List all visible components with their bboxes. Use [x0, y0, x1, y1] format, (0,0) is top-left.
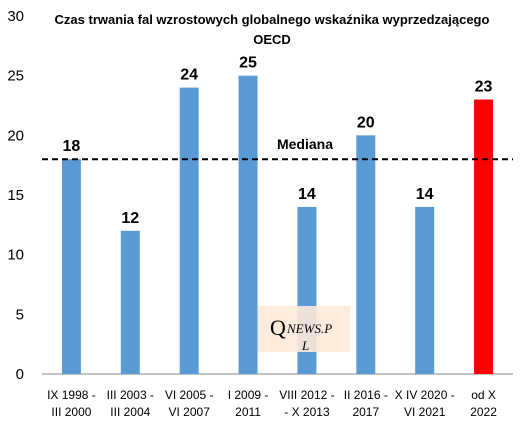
watermark-logo: Q NEWS.P L: [258, 306, 350, 353]
data-label: 23: [475, 79, 493, 96]
watermark-q: Q: [270, 315, 286, 340]
data-label: 14: [416, 186, 434, 203]
bar: [356, 135, 376, 374]
bar: [415, 206, 435, 374]
bar: [61, 159, 81, 374]
category-label: VIII 2012 -: [279, 388, 334, 402]
category-label: VI 2021: [404, 405, 446, 419]
y-tick-label: 10: [7, 247, 24, 264]
data-label: 24: [180, 67, 198, 84]
y-tick-label: 25: [7, 68, 24, 85]
category-label: 2011: [235, 405, 261, 419]
data-label: 12: [121, 210, 139, 227]
category-label: 2017: [352, 405, 379, 419]
category-label: III 2000: [51, 405, 91, 419]
category-label: III 2003 -: [107, 388, 154, 402]
category-labels: IX 1998 - III 2000 III 2003 - III 2004 VI 20…: [47, 388, 497, 419]
category-label: II 2016 -: [344, 388, 388, 402]
data-label: 14: [298, 186, 316, 203]
chart-title-line1: Czas trwania fal wzrostowych globalnego …: [55, 12, 490, 27]
watermark-box: [258, 306, 350, 352]
category-label: I 2009 -: [228, 388, 269, 402]
category-label: 2022: [470, 405, 497, 419]
category-label: X IV 2020 -: [395, 388, 455, 402]
watermark-news: NEWS.P: [286, 321, 332, 336]
data-labels: 18 12 24 25 14 20 14 23: [63, 55, 493, 227]
category-label: VI 2005 -: [165, 388, 214, 402]
category-label: III 2004: [110, 405, 150, 419]
y-tick-label: 20: [7, 127, 24, 144]
data-label: 18: [63, 138, 81, 155]
chart-title-line2: OECD: [253, 32, 291, 47]
data-label: 20: [357, 114, 375, 131]
y-tick-labels: 0 5 10 15 20 25 30: [7, 8, 24, 383]
y-tick-label: 5: [16, 306, 24, 323]
median-label: Mediana: [277, 136, 333, 152]
watermark-l: L: [301, 338, 309, 353]
bar: [474, 99, 494, 375]
category-label: IX 1998 -: [47, 388, 96, 402]
bar: [179, 87, 199, 374]
bar: [120, 230, 140, 374]
category-label: VI 2007: [169, 405, 211, 419]
data-label: 25: [239, 55, 257, 72]
category-label: od X: [471, 388, 496, 402]
y-tick-label: 30: [7, 8, 24, 25]
y-tick-label: 15: [7, 187, 24, 204]
category-label: - X 2013: [284, 405, 330, 419]
y-tick-label: 0: [16, 366, 24, 383]
bar: [238, 75, 258, 375]
